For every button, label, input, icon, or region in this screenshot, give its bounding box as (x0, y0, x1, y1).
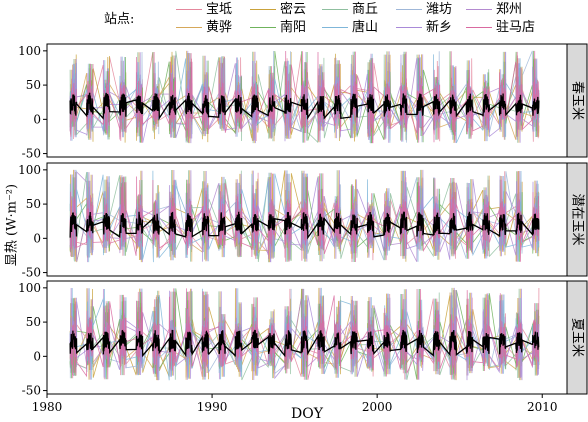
y-tick-label: 50 (26, 78, 41, 92)
legend-label: 潍坊 (426, 2, 453, 17)
legend-item: 新乡 (396, 20, 452, 36)
y-tick-label: 100 (18, 44, 41, 58)
legend-label: 唐山 (352, 20, 379, 35)
legend-swatch (466, 27, 492, 28)
y-axis-label: 显热 (W·m⁻²) (5, 184, 20, 266)
legend-swatch (176, 9, 202, 10)
y-tick-label: 50 (26, 315, 41, 329)
facet-strip (566, 162, 588, 277)
legend-item: 潍坊 (396, 2, 452, 18)
legend-item: 唐山 (322, 20, 378, 36)
series-group (69, 287, 540, 381)
x-tick-label: 1980 (32, 400, 63, 414)
legend-label: 商丘 (352, 2, 379, 17)
legend-item: 驻马店 (466, 20, 535, 36)
legend-item: 郑州 (466, 2, 522, 18)
legend-item: 密云 (250, 2, 306, 18)
legend-swatch (176, 27, 202, 28)
series-group (69, 50, 540, 144)
legend-label: 新乡 (426, 20, 453, 35)
series-line (69, 169, 540, 263)
legend-label: 南阳 (280, 20, 307, 35)
y-tick-label: 50 (26, 197, 41, 211)
legend-item: 黄骅 (176, 20, 232, 36)
panel: 潜在玉米 -50 0 50 100 (18, 162, 588, 280)
panel: 夏玉米 -50 0 50 100 (18, 280, 588, 398)
facet-strip (566, 280, 588, 395)
legend-label: 宝坻 (206, 2, 233, 17)
facet-strip (566, 43, 588, 158)
legend-label: 郑州 (496, 2, 523, 17)
series-group (69, 169, 540, 263)
facet-label: 夏玉米 (570, 318, 585, 357)
facet-label: 潜在玉米 (570, 193, 585, 245)
legend-swatch (250, 9, 276, 10)
x-tick-label: 1990 (197, 400, 228, 414)
legend-label: 黄骅 (206, 20, 233, 35)
y-tick-label: 100 (18, 163, 41, 177)
y-tick-label: -50 (22, 384, 41, 398)
y-tick-label: 0 (33, 112, 41, 126)
legend-item: 南阳 (250, 20, 306, 36)
y-tick-label: 0 (33, 231, 41, 245)
x-tick-label: 2000 (362, 400, 393, 414)
legend-label: 驻马店 (496, 20, 536, 35)
legend: 站点: 宝坻 密云 商丘 潍坊 郑州黄骅 南阳 唐山 新乡 驻马店 (0, 0, 588, 40)
y-tick-label: -50 (22, 147, 41, 161)
legend-swatch (322, 27, 348, 28)
legend-swatch (396, 9, 422, 10)
y-tick-label: 100 (18, 281, 41, 295)
legend-title: 站点: (104, 12, 135, 27)
series-line (69, 329, 540, 358)
panel: 春玉米 -50 0 50 100 (18, 43, 588, 161)
x-axis-label: DOY (291, 406, 324, 422)
legend-swatch (250, 27, 276, 28)
y-tick-label: 0 (33, 349, 41, 363)
series-line (69, 211, 540, 240)
y-tick-label: -50 (22, 266, 41, 280)
legend-item: 商丘 (322, 2, 378, 18)
x-tick-label: 2010 (527, 400, 558, 414)
legend-item: 宝坻 (176, 2, 232, 18)
legend-swatch (396, 27, 422, 28)
series-line (69, 92, 540, 121)
facet-label: 春玉米 (570, 81, 585, 120)
legend-swatch (322, 9, 348, 10)
legend-swatch (466, 9, 492, 10)
legend-label: 密云 (280, 2, 307, 17)
